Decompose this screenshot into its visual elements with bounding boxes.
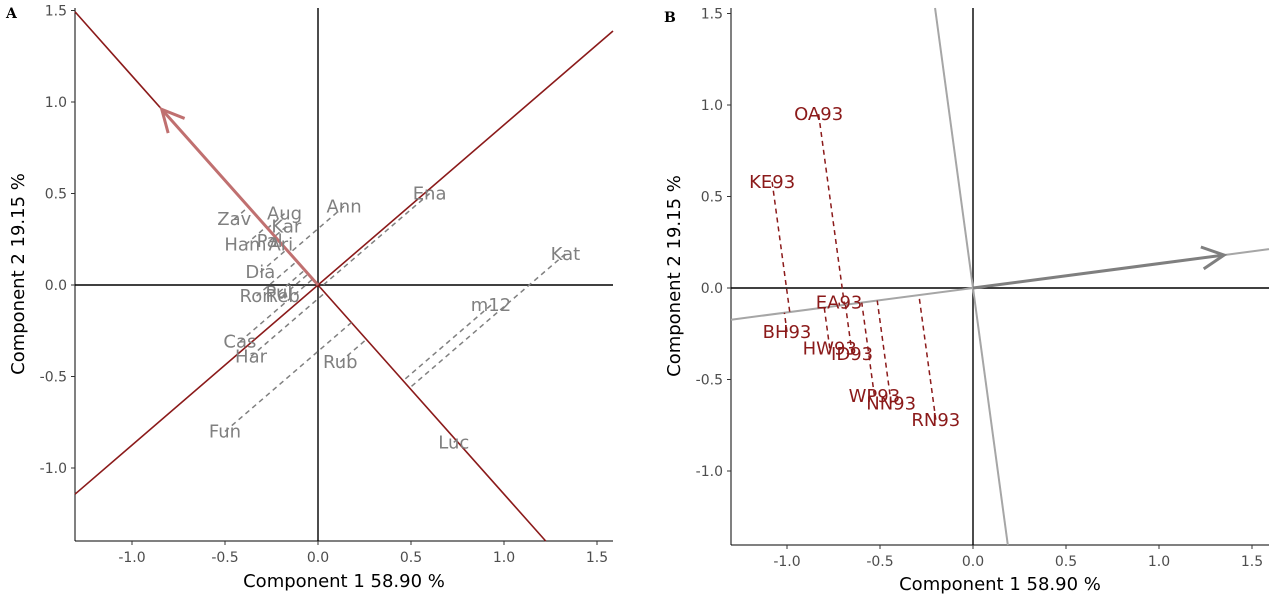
point-label: Ari xyxy=(268,235,293,256)
point-label: Rub xyxy=(323,352,358,373)
point-label: NN93 xyxy=(866,393,916,414)
x-tick-label: -0.5 xyxy=(211,550,238,566)
projection-line xyxy=(259,249,288,273)
x-tick-label: 1.5 xyxy=(1241,554,1263,570)
projection-line xyxy=(861,302,876,397)
point-label: m12 xyxy=(471,295,511,316)
projection-line xyxy=(817,114,846,305)
y-tick-label: 0.0 xyxy=(701,281,723,297)
y-tick-label: 0.5 xyxy=(701,190,723,206)
y-tick-label: 0.0 xyxy=(45,278,67,294)
projection-line xyxy=(250,292,326,357)
projection-line xyxy=(918,294,937,420)
y-tick-label: 1.5 xyxy=(701,7,723,23)
x-tick-label: 0.5 xyxy=(400,550,422,566)
point-label: Cas xyxy=(223,332,256,353)
projection-line xyxy=(319,192,431,289)
point-label: Har xyxy=(235,346,268,367)
point-label: EA93 xyxy=(816,293,863,314)
point-label: Kat xyxy=(551,244,581,265)
point-label: Ham xyxy=(224,235,266,256)
panel-b-projections xyxy=(771,114,937,420)
projection-line xyxy=(274,225,287,237)
point-label: Pal xyxy=(257,231,283,252)
point-label: ID93 xyxy=(831,344,873,365)
panel-b-y-title: Component 2 19.15 % xyxy=(664,175,685,377)
point-label: Ron xyxy=(240,286,274,307)
point-label: Zav xyxy=(217,209,251,230)
panel-a-axis-line-2 xyxy=(74,30,614,495)
panel-b-x-ticks: -1.0 -0.5 0.0 0.5 1.0 1.5 xyxy=(773,545,1263,570)
projection-line xyxy=(453,439,457,443)
panel-b: B -1.0 -0.5 0.0 0.5 1.0 1.5 -1.0 -0.5 0.0 0.5 1.0… xyxy=(664,7,1270,595)
x-tick-label: 0.0 xyxy=(307,550,329,566)
panel-a-y-ticks: -1.0 -0.5 0.0 0.5 1.0 1.5 xyxy=(40,4,75,477)
y-tick-label: -1.0 xyxy=(40,461,67,477)
point-label: Ann xyxy=(326,196,361,217)
projection-line xyxy=(339,338,367,363)
point-label: HW93 xyxy=(803,338,857,359)
y-tick-label: -0.5 xyxy=(696,373,723,389)
panel-b-y-ticks: -1.0 -0.5 0.0 0.5 1.0 1.5 xyxy=(696,7,731,480)
projection-line xyxy=(244,226,267,246)
point-label: Reb xyxy=(266,286,300,307)
panel-a-arrow xyxy=(160,108,320,286)
panel-b-axis-line-2 xyxy=(934,7,1009,546)
panel-b-arrow xyxy=(972,253,1225,290)
point-label: Kar xyxy=(271,216,302,237)
y-tick-label: -1.0 xyxy=(696,464,723,480)
point-label: RN93 xyxy=(911,410,960,431)
y-tick-label: 1.0 xyxy=(701,98,723,114)
point-label: Ena xyxy=(413,184,447,205)
y-tick-label: 0.5 xyxy=(45,187,67,203)
point-label: Aug xyxy=(267,204,302,225)
point-label: KE93 xyxy=(749,172,795,193)
projection-line xyxy=(269,235,276,242)
projection-line xyxy=(289,205,345,254)
projection-line xyxy=(402,304,492,382)
x-tick-label: -1.0 xyxy=(118,550,145,566)
panel-b-letter: B xyxy=(664,10,676,26)
projection-line xyxy=(282,273,309,297)
panel-a-y-title: Component 2 19.15 % xyxy=(8,173,29,375)
projection-line xyxy=(771,181,791,313)
projection-line xyxy=(224,322,352,432)
x-tick-label: 1.0 xyxy=(493,550,515,566)
y-tick-label: 1.5 xyxy=(45,4,67,20)
panel-a-arrowhead xyxy=(159,106,186,134)
y-tick-label: 1.0 xyxy=(45,95,67,111)
x-tick-label: 1.5 xyxy=(586,550,608,566)
point-label: Pul xyxy=(265,282,292,303)
panel-b-x-title: Component 1 58.90 % xyxy=(899,574,1101,595)
point-label: Fun xyxy=(209,421,241,442)
x-tick-label: 1.0 xyxy=(1148,554,1170,570)
x-tick-label: 0.0 xyxy=(962,554,984,570)
point-label: Luc xyxy=(438,432,469,453)
panel-a-x-title: Component 1 58.90 % xyxy=(243,571,445,592)
x-tick-label: -1.0 xyxy=(773,554,800,570)
point-label: Dia xyxy=(245,262,275,283)
x-tick-label: 0.5 xyxy=(1055,554,1077,570)
panel-a-letter: A xyxy=(5,6,18,22)
point-label: WP93 xyxy=(849,386,901,407)
panel-b-arrowhead xyxy=(1200,245,1228,271)
point-label: BH93 xyxy=(763,322,812,343)
point-label: OA93 xyxy=(794,104,843,125)
projection-line xyxy=(278,269,306,293)
panel-a-x-ticks: -1.0 -0.5 0.0 0.5 1.0 1.5 xyxy=(118,541,608,566)
projection-line xyxy=(267,213,286,229)
projection-line xyxy=(823,307,831,349)
y-tick-label: -0.5 xyxy=(40,370,67,386)
x-tick-label: -0.5 xyxy=(866,554,893,570)
projection-line xyxy=(239,278,314,343)
panel-a: A -1.0 -0.5 0.0 0.5 1.0 1.5 -1.0 -0.5 0.0 0.5 1.0… xyxy=(5,4,614,592)
projection-line xyxy=(783,312,788,333)
projection-line xyxy=(409,253,566,389)
projection-line xyxy=(233,206,250,220)
